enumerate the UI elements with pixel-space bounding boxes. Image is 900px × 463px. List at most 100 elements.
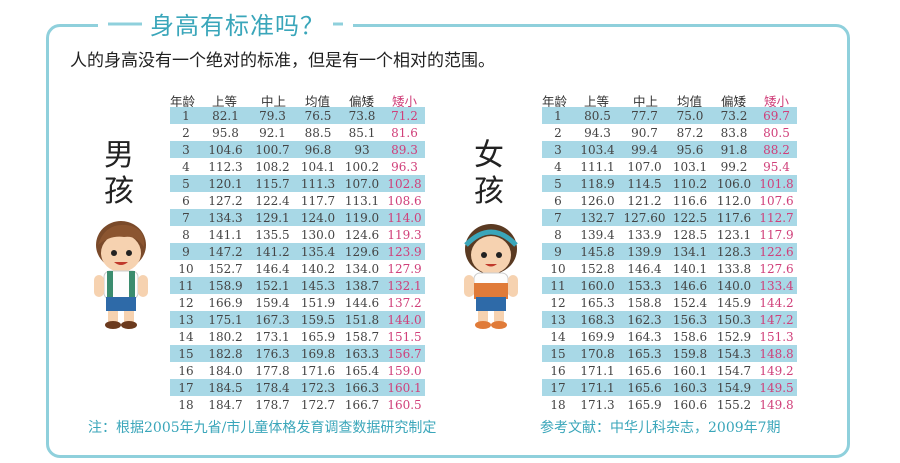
boy-table-cell: 135.4 [296,243,340,260]
boy-table-row: 9 147.2 141.2 135.4 129.6 123.9 [170,243,425,260]
boy-table-cell: 85.1 [348,125,376,140]
boy-table-cell: 16 [178,363,194,378]
boy-table-cell: 140.2 [300,261,336,276]
girl-table-cell: 117.6 [712,209,756,226]
girl-header-mean: 均值 [677,94,703,109]
girl-table-cell: 122.5 [668,209,712,226]
girl-table-cell: 160.3 [668,379,712,396]
girl-table-cell: 165.9 [627,397,662,412]
title-decoration-icon [108,22,142,25]
boy-table-row: 12 166.9 159.4 151.9 144.6 137.2 [170,294,425,311]
boy-height-table: 1 82.1 79.3 76.5 73.8 71.2 2 95.8 92.1 88.5 85.1 81… [170,107,425,413]
girl-table-cell: 140.1 [672,261,708,276]
boy-table-cell: 159.0 [387,363,422,378]
boy-table-cell: 137.2 [387,295,422,310]
boy-table-cell: 8 [182,227,190,242]
girl-table-cell: 112.7 [756,209,797,226]
girl-table-cell: 8 [554,227,562,242]
girl-table-cell: 91.8 [712,141,756,158]
girl-table-cell: 87.2 [676,125,704,140]
girl-table-cell: 158.6 [672,329,708,344]
boy-table-cell: 151.8 [340,311,384,328]
boy-illustration-icon [94,221,148,329]
boy-table-cell: 165.4 [344,363,380,378]
girl-table-cell: 158.8 [627,295,662,310]
boy-table-cell: 127.2 [208,193,243,208]
girl-table-cell: 3 [542,141,574,158]
boy-header-top: 上等 [212,94,238,109]
girl-table-cell: 69.7 [756,107,797,124]
boy-table-cell: 79.3 [249,107,296,124]
boy-table-cell: 4 [182,159,190,174]
boy-table-cell: 160.5 [387,397,422,412]
boy-table-row: 17 184.5 178.4 172.3 166.3 160.1 [170,379,425,396]
girl-table-cell: 110.2 [668,175,712,192]
girl-illustration-icon [464,224,518,329]
girl-table-cell: 160.1 [672,363,708,378]
boy-table-cell: 172.7 [300,397,336,412]
girl-table-row: 2 94.3 90.7 87.2 83.8 80.5 [542,124,797,141]
boy-table-row: 18 184.7 178.7 172.7 166.7 160.5 [170,396,425,413]
boy-table-row: 4 112.3 108.2 104.1 100.2 96.3 [170,158,425,175]
girl-table-cell: 162.3 [621,311,668,328]
boy-header-mean: 均值 [305,94,331,109]
boy-table-cell: 184.7 [208,397,243,412]
girl-table-cell: 121.2 [627,193,662,208]
boy-table-cell: 12 [178,295,194,310]
girl-table-cell: 95.6 [668,141,712,158]
boy-table-cell: 102.8 [384,175,425,192]
girl-table-cell: 118.9 [574,175,621,192]
girl-table-row: 5 118.9 114.5 110.2 106.0 101.8 [542,175,797,192]
girl-table-cell: 139.4 [580,227,615,242]
girl-table-cell: 159.8 [668,345,712,362]
girl-table-row: 17 171.1 165.6 160.3 154.9 149.5 [542,379,797,396]
girl-table-cell: 164.3 [627,329,662,344]
girl-table-cell: 9 [542,243,574,260]
boy-table-cell: 100.7 [249,141,296,158]
boy-table-cell: 114.0 [384,209,425,226]
girl-table-cell: 18 [550,397,566,412]
boy-table-cell: 178.7 [255,397,290,412]
girl-table-row: 10 152.8 146.4 140.1 133.8 127.6 [542,260,797,277]
girl-table-cell: 103.1 [672,159,708,174]
girl-table-cell: 73.2 [712,107,756,124]
girl-table-row: 7 132.7 127.60 122.5 117.6 112.7 [542,209,797,226]
boy-table-cell: 104.1 [300,159,336,174]
girl-table-cell: 99.4 [621,141,668,158]
girl-table-cell: 133.4 [756,277,797,294]
boy-table-cell: 178.4 [249,379,296,396]
girl-table-cell: 148.8 [756,345,797,362]
boy-table-cell: 184.5 [202,379,249,396]
girl-table-row: 12 165.3 158.8 152.4 145.9 144.2 [542,294,797,311]
girl-table-cell: 4 [554,159,562,174]
boy-table-cell: 134.3 [202,209,249,226]
girl-table-row: 9 145.8 139.9 134.1 128.3 122.6 [542,243,797,260]
girl-table-cell: 107.6 [759,193,794,208]
girl-table-cell: 171.1 [574,379,621,396]
girl-table-cell: 160.0 [574,277,621,294]
boy-table-cell: 108.2 [255,159,290,174]
boy-table-cell: 166.3 [340,379,384,396]
girl-table-cell: 103.4 [574,141,621,158]
girl-table-cell: 133.8 [716,261,752,276]
boy-table-row: 1 82.1 79.3 76.5 73.8 71.2 [170,107,425,124]
boy-table-cell: 152.1 [249,277,296,294]
girl-table-cell: 111.1 [580,159,615,174]
girl-table-cell: 150.3 [712,311,756,328]
content-frame [46,24,850,458]
boy-table-cell: 169.8 [296,345,340,362]
boy-table-row: 11 158.9 152.1 145.3 138.7 132.1 [170,277,425,294]
girl-table-cell: 114.5 [621,175,668,192]
boy-table-row: 6 127.2 122.4 117.7 113.1 108.6 [170,192,425,209]
girl-table-cell: 149.5 [756,379,797,396]
girl-table-cell: 144.2 [759,295,794,310]
boy-table-cell: 151.5 [387,329,422,344]
girl-table-cell: 126.0 [580,193,615,208]
boy-header-very-short: 矮小 [392,94,418,109]
girl-table-cell: 14 [550,329,566,344]
boy-table-cell: 158.9 [202,277,249,294]
boy-table-cell: 71.2 [384,107,425,124]
boy-table-row: 13 175.1 167.3 159.5 151.8 144.0 [170,311,425,328]
boy-table-cell: 117.7 [300,193,336,208]
boy-table-cell: 152.7 [208,261,243,276]
